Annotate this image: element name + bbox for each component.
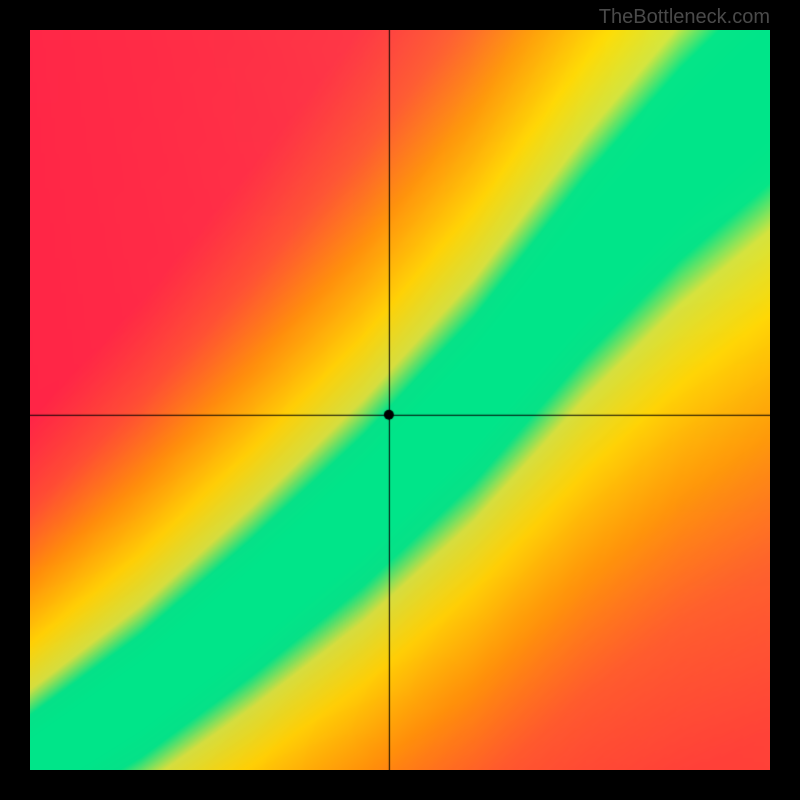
- heatmap-plot: [30, 30, 770, 770]
- watermark-text: TheBottleneck.com: [599, 6, 770, 29]
- heatmap-canvas: [30, 30, 770, 770]
